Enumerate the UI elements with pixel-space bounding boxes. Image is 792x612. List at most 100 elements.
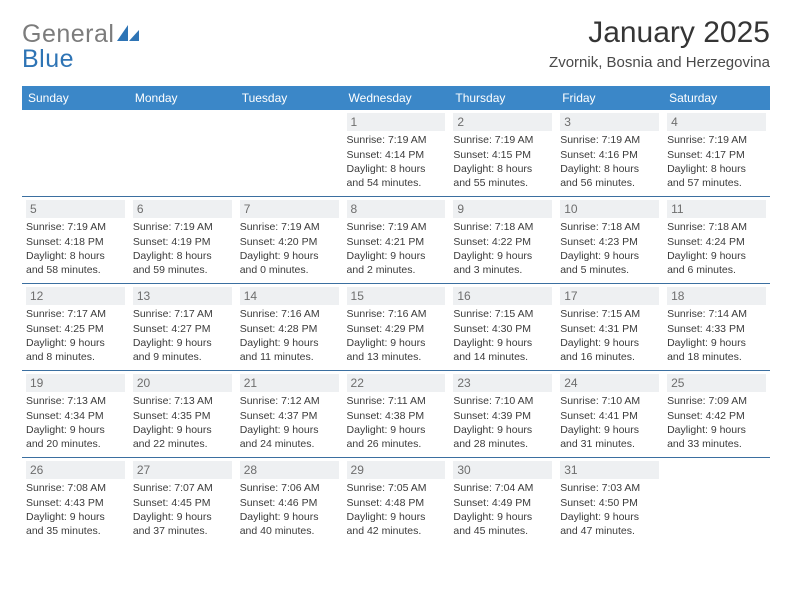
weekday-header: Monday (129, 86, 236, 110)
calendar-day-cell: 28 Sunrise: 7:06 AM Sunset: 4:46 PM Dayli… (236, 458, 343, 545)
day-number: 2 (453, 113, 552, 131)
day-number: 6 (133, 200, 232, 218)
calendar-day-cell: 9 Sunrise: 7:18 AM Sunset: 4:22 PM Daylig… (449, 197, 556, 284)
weekday-header: Sunday (22, 86, 129, 110)
calendar-week-row: 5Sunrise: 7:19 AM Sunset: 4:18 PM Daylig… (22, 197, 770, 284)
day-details: Sunrise: 7:19 AM Sunset: 4:18 PM Dayligh… (26, 220, 125, 277)
calendar-empty-cell (236, 110, 343, 197)
calendar-day-cell: 17Sunrise: 7:15 AM Sunset: 4:31 PM Dayli… (556, 284, 663, 371)
calendar-day-cell: 27Sunrise: 7:07 AM Sunset: 4:45 PM Dayli… (129, 458, 236, 545)
calendar-day-cell: 16Sunrise: 7:15 AM Sunset: 4:30 PM Dayli… (449, 284, 556, 371)
calendar-day-cell: 21Sunrise: 7:12 AM Sunset: 4:37 PM Dayli… (236, 371, 343, 458)
calendar-week-row: 1 Sunrise: 7:19 AM Sunset: 4:14 PM Daylig… (22, 110, 770, 197)
calendar-day-cell: 30Sunrise: 7:04 AM Sunset: 4:49 PM Dayli… (449, 458, 556, 545)
day-number: 24 (560, 374, 659, 392)
day-details: Sunrise: 7:19 AM Sunset: 4:19 PM Dayligh… (133, 220, 232, 277)
location: Zvornik, Bosnia and Herzegovina (549, 54, 770, 71)
day-number: 10 (560, 200, 659, 218)
day-details: Sunrise: 7:19 AM Sunset: 4:15 PM Dayligh… (453, 133, 552, 190)
day-number: 29 (347, 461, 446, 479)
calendar-day-cell: 20 Sunrise: 7:13 AM Sunset: 4:35 PM Dayli… (129, 371, 236, 458)
logo-word2: Blue (22, 45, 74, 73)
day-details: Sunrise: 7:04 AM Sunset: 4:49 PM Dayligh… (453, 481, 552, 538)
calendar-day-cell: 8Sunrise: 7:19 AM Sunset: 4:21 PM Daylig… (343, 197, 450, 284)
day-number: 1 (347, 113, 446, 131)
day-details: Sunrise: 7:08 AM Sunset: 4:43 PM Dayligh… (26, 481, 125, 538)
calendar-week-row: 19Sunrise: 7:13 AM Sunset: 4:34 PM Dayli… (22, 371, 770, 458)
day-number: 22 (347, 374, 446, 392)
weekday-header: Wednesday (343, 86, 450, 110)
day-number: 14 (240, 287, 339, 305)
day-details: Sunrise: 7:18 AM Sunset: 4:22 PM Dayligh… (453, 220, 552, 277)
calendar-day-cell: 6 Sunrise: 7:19 AM Sunset: 4:19 PM Daylig… (129, 197, 236, 284)
calendar-day-cell: 29 Sunrise: 7:05 AM Sunset: 4:48 PM Dayli… (343, 458, 450, 545)
day-details: Sunrise: 7:13 AM Sunset: 4:34 PM Dayligh… (26, 394, 125, 451)
day-details: Sunrise: 7:03 AM Sunset: 4:50 PM Dayligh… (560, 481, 659, 538)
page: General Blue January 2025 Zvornik, Bosni… (0, 0, 792, 562)
header: General Blue January 2025 Zvornik, Bosni… (22, 18, 770, 72)
calendar-day-cell: 15 Sunrise: 7:16 AM Sunset: 4:29 PM Dayli… (343, 284, 450, 371)
day-details: Sunrise: 7:16 AM Sunset: 4:29 PM Dayligh… (347, 307, 446, 364)
day-details: Sunrise: 7:05 AM Sunset: 4:48 PM Dayligh… (347, 481, 446, 538)
day-details: Sunrise: 7:19 AM Sunset: 4:16 PM Dayligh… (560, 133, 659, 190)
day-details: Sunrise: 7:18 AM Sunset: 4:24 PM Dayligh… (667, 220, 766, 277)
calendar-body: 1 Sunrise: 7:19 AM Sunset: 4:14 PM Daylig… (22, 110, 770, 544)
weekday-header: Thursday (449, 86, 556, 110)
day-number: 25 (667, 374, 766, 392)
logo: General Blue (22, 22, 140, 72)
calendar-empty-cell (663, 458, 770, 545)
calendar-header-row: SundayMondayTuesdayWednesdayThursdayFrid… (22, 86, 770, 110)
day-details: Sunrise: 7:10 AM Sunset: 4:39 PM Dayligh… (453, 394, 552, 451)
day-number: 31 (560, 461, 659, 479)
day-number: 28 (240, 461, 339, 479)
calendar-day-cell: 5Sunrise: 7:19 AM Sunset: 4:18 PM Daylig… (22, 197, 129, 284)
logo-word1: General (22, 20, 114, 48)
day-details: Sunrise: 7:13 AM Sunset: 4:35 PM Dayligh… (133, 394, 232, 451)
weekday-header: Friday (556, 86, 663, 110)
day-number: 27 (133, 461, 232, 479)
day-number: 7 (240, 200, 339, 218)
day-details: Sunrise: 7:17 AM Sunset: 4:25 PM Dayligh… (26, 307, 125, 364)
calendar-day-cell: 31 Sunrise: 7:03 AM Sunset: 4:50 PM Dayli… (556, 458, 663, 545)
day-number: 8 (347, 200, 446, 218)
calendar-day-cell: 10Sunrise: 7:18 AM Sunset: 4:23 PM Dayli… (556, 197, 663, 284)
day-details: Sunrise: 7:17 AM Sunset: 4:27 PM Dayligh… (133, 307, 232, 364)
day-details: Sunrise: 7:15 AM Sunset: 4:31 PM Dayligh… (560, 307, 659, 364)
day-number: 20 (133, 374, 232, 392)
calendar-day-cell: 19Sunrise: 7:13 AM Sunset: 4:34 PM Dayli… (22, 371, 129, 458)
day-number: 26 (26, 461, 125, 479)
day-details: Sunrise: 7:11 AM Sunset: 4:38 PM Dayligh… (347, 394, 446, 451)
calendar-day-cell: 26 Sunrise: 7:08 AM Sunset: 4:43 PM Dayli… (22, 458, 129, 545)
logo-sail-icon (116, 29, 140, 46)
calendar-day-cell: 22 Sunrise: 7:11 AM Sunset: 4:38 PM Dayli… (343, 371, 450, 458)
day-number: 12 (26, 287, 125, 305)
calendar-day-cell: 7Sunrise: 7:19 AM Sunset: 4:20 PM Daylig… (236, 197, 343, 284)
calendar-day-cell: 3 Sunrise: 7:19 AM Sunset: 4:16 PM Daylig… (556, 110, 663, 197)
calendar-week-row: 26 Sunrise: 7:08 AM Sunset: 4:43 PM Dayli… (22, 458, 770, 545)
day-details: Sunrise: 7:06 AM Sunset: 4:46 PM Dayligh… (240, 481, 339, 538)
day-details: Sunrise: 7:12 AM Sunset: 4:37 PM Dayligh… (240, 394, 339, 451)
logo-text: General Blue (22, 22, 140, 72)
calendar-day-cell: 11 Sunrise: 7:18 AM Sunset: 4:24 PM Dayli… (663, 197, 770, 284)
calendar-day-cell: 1 Sunrise: 7:19 AM Sunset: 4:14 PM Daylig… (343, 110, 450, 197)
day-details: Sunrise: 7:19 AM Sunset: 4:17 PM Dayligh… (667, 133, 766, 190)
calendar-day-cell: 2 Sunrise: 7:19 AM Sunset: 4:15 PM Daylig… (449, 110, 556, 197)
weekday-header: Tuesday (236, 86, 343, 110)
calendar-empty-cell (22, 110, 129, 197)
day-details: Sunrise: 7:19 AM Sunset: 4:14 PM Dayligh… (347, 133, 446, 190)
calendar-day-cell: 23Sunrise: 7:10 AM Sunset: 4:39 PM Dayli… (449, 371, 556, 458)
calendar-day-cell: 12 Sunrise: 7:17 AM Sunset: 4:25 PM Dayli… (22, 284, 129, 371)
day-details: Sunrise: 7:15 AM Sunset: 4:30 PM Dayligh… (453, 307, 552, 364)
day-number: 13 (133, 287, 232, 305)
day-details: Sunrise: 7:16 AM Sunset: 4:28 PM Dayligh… (240, 307, 339, 364)
calendar-table: SundayMondayTuesdayWednesdayThursdayFrid… (22, 86, 770, 544)
day-number: 11 (667, 200, 766, 218)
day-number: 15 (347, 287, 446, 305)
day-number: 3 (560, 113, 659, 131)
day-number: 18 (667, 287, 766, 305)
day-details: Sunrise: 7:09 AM Sunset: 4:42 PM Dayligh… (667, 394, 766, 451)
day-number: 9 (453, 200, 552, 218)
calendar-day-cell: 18Sunrise: 7:14 AM Sunset: 4:33 PM Dayli… (663, 284, 770, 371)
title-block: January 2025 Zvornik, Bosnia and Herzego… (549, 18, 770, 71)
calendar-week-row: 12 Sunrise: 7:17 AM Sunset: 4:25 PM Dayli… (22, 284, 770, 371)
